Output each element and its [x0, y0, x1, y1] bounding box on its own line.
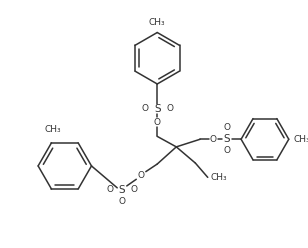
- Text: O: O: [154, 118, 161, 126]
- Text: O: O: [223, 123, 230, 132]
- Text: CH₃: CH₃: [44, 125, 61, 134]
- Text: CH₃: CH₃: [149, 19, 166, 28]
- Text: S: S: [154, 104, 160, 114]
- Text: O: O: [210, 135, 217, 144]
- Text: S: S: [119, 185, 125, 195]
- Text: CH₃: CH₃: [211, 173, 228, 182]
- Text: S: S: [224, 134, 230, 144]
- Text: CH₃: CH₃: [294, 135, 308, 144]
- Text: O: O: [223, 146, 230, 155]
- Text: O: O: [106, 185, 113, 194]
- Text: O: O: [131, 185, 138, 194]
- Text: O: O: [141, 104, 148, 113]
- Text: O: O: [119, 197, 125, 206]
- Text: O: O: [166, 104, 173, 113]
- Text: O: O: [138, 171, 144, 180]
